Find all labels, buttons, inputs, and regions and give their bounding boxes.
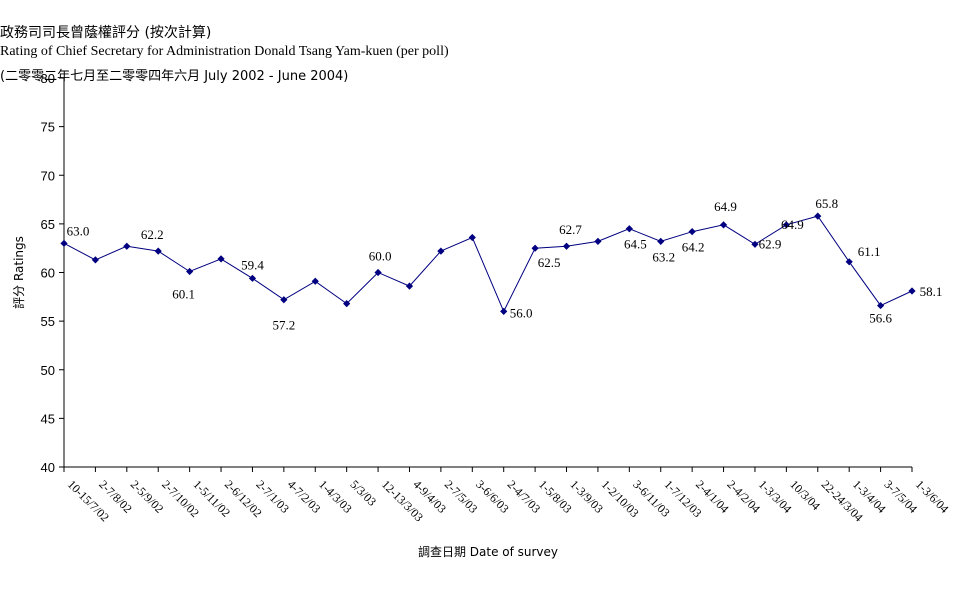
- data-point-marker: [437, 247, 445, 255]
- data-point-marker: [248, 274, 257, 282]
- data-point-marker: [594, 237, 602, 245]
- data-label: 58.1: [920, 284, 943, 299]
- data-label: 60.1: [172, 287, 195, 302]
- data-point-marker: [751, 240, 759, 248]
- data-label: 63.0: [67, 223, 90, 238]
- data-point-marker: [876, 301, 885, 310]
- x-axis-ticks: 10-15/7/022-7/8/022-5/9/022-7/10/021-5/1…: [63, 467, 952, 524]
- data-label: 63.2: [652, 249, 675, 264]
- data-label: 62.9: [759, 236, 782, 251]
- x-tick-label: 2-5/9/02: [128, 477, 167, 516]
- data-point-marker: [688, 228, 696, 236]
- data-label: 60.0: [369, 249, 392, 264]
- y-tick-label: 55: [41, 314, 55, 329]
- y-tick-label: 80: [41, 71, 55, 86]
- y-tick-label: 60: [41, 266, 55, 281]
- data-point-marker: [343, 300, 351, 308]
- data-point-marker: [531, 244, 539, 252]
- y-tick-label: 45: [41, 411, 55, 426]
- data-point-marker: [908, 287, 916, 295]
- data-point-marker: [123, 242, 131, 250]
- x-tick-label: 3-7/5/04: [881, 477, 920, 516]
- series-line-group: [60, 212, 916, 315]
- chart-title-english: Rating of Chief Secretary for Administra…: [0, 44, 449, 59]
- data-label: 56.0: [510, 305, 533, 320]
- x-tick-label: 1-3/3/04: [756, 477, 795, 516]
- data-label: 62.7: [559, 222, 582, 237]
- data-point-marker: [625, 225, 633, 233]
- data-point-marker: [186, 267, 194, 276]
- data-point-marker: [657, 237, 665, 245]
- y-tick-label: 75: [41, 120, 55, 135]
- data-point-marker: [374, 268, 382, 277]
- data-label: 61.1: [858, 244, 881, 259]
- data-point-marker: [280, 296, 288, 304]
- data-label: 64.9: [714, 199, 737, 214]
- x-tick-label: 2-4/2/04: [724, 477, 763, 516]
- x-tick-label: 1-3/9/03: [567, 477, 606, 516]
- x-tick-label: 1-3/6/04: [913, 477, 952, 516]
- data-point-marker: [405, 282, 414, 290]
- data-label: 65.8: [815, 196, 838, 211]
- data-label: 64.5: [624, 237, 647, 252]
- data-point-marker: [500, 307, 508, 315]
- x-tick-label: 1-4/3/03: [316, 477, 355, 516]
- y-tick-label: 65: [41, 217, 55, 232]
- data-label: 59.4: [241, 257, 264, 272]
- data-label: 64.9: [781, 217, 804, 232]
- data-point-marker: [814, 212, 822, 220]
- data-point-marker: [845, 258, 853, 266]
- data-point-marker: [782, 221, 790, 229]
- x-axis-label: 調查日期 Date of survey: [418, 545, 558, 559]
- data-point-marker: [91, 256, 100, 264]
- y-tick-label: 70: [41, 168, 55, 183]
- data-point-marker: [468, 233, 476, 242]
- y-tick-label: 40: [41, 460, 55, 475]
- x-tick-label: 1-5/8/03: [536, 477, 575, 516]
- data-point-marker: [311, 277, 319, 285]
- data-label: 56.6: [869, 311, 892, 326]
- y-tick-label: 50: [41, 363, 55, 378]
- data-label: 62.2: [141, 227, 164, 242]
- y-axis-label: 評分 Ratings: [11, 236, 26, 309]
- y-axis-ticks: 40 45 50 55 60 65 70 75 80: [41, 71, 64, 475]
- data-point-marker: [217, 255, 225, 263]
- data-labels: 63.0 62.2 60.1 59.4 57.2 60.0 56.0 62.5 62.7 64.5…: [67, 196, 943, 333]
- data-label: 57.2: [272, 318, 295, 333]
- x-tick-label: 3-6/6/03: [473, 477, 512, 516]
- data-point-marker: [719, 221, 728, 229]
- data-point-marker: [60, 239, 68, 247]
- series-line: [63, 215, 913, 313]
- data-point-marker: [154, 247, 162, 255]
- x-tick-label: 4-7/2/03: [285, 477, 324, 516]
- data-point-marker: [562, 242, 571, 250]
- data-label: 62.5: [538, 255, 561, 270]
- data-label: 64.2: [682, 240, 705, 255]
- chart-subtitle: (二零零二年七月至二零零四年六月 July 2002 - June 2004): [0, 69, 349, 84]
- x-tick-label: 2-4/7/03: [505, 477, 544, 516]
- chart-title-chinese: 政務司司長曾蔭權評分 (按次計算): [0, 25, 212, 41]
- x-tick-label: 2-7/5/03: [442, 477, 481, 516]
